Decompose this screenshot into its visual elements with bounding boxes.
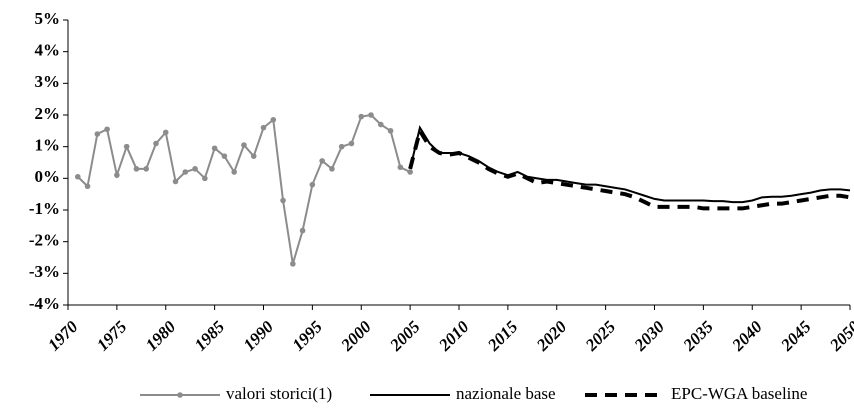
x-tick-label: 2050	[825, 317, 854, 356]
x-tick-label: 2035	[679, 317, 718, 356]
series-marker	[309, 181, 316, 188]
x-tick-label: 2040	[728, 317, 767, 356]
series-marker	[407, 169, 413, 175]
series-marker	[358, 113, 365, 120]
x-tick-label: 2025	[581, 317, 620, 356]
series-marker	[143, 166, 149, 172]
series-line	[77, 113, 411, 265]
series-marker	[368, 112, 374, 118]
series-marker	[211, 145, 218, 152]
series-marker	[114, 172, 120, 178]
series-marker	[299, 227, 306, 234]
series-marker	[290, 261, 296, 267]
series-marker	[172, 178, 179, 185]
legend-label: nazionale base	[456, 384, 556, 403]
series-marker	[319, 158, 325, 164]
x-tick-label: 2010	[434, 317, 473, 356]
series-marker	[241, 142, 247, 148]
series-marker	[104, 126, 110, 133]
x-tick-label: 2020	[532, 317, 571, 356]
x-tick-label: 2005	[386, 317, 425, 356]
series-marker	[270, 116, 277, 123]
x-tick-label: 1975	[93, 317, 131, 355]
series-marker	[84, 183, 91, 190]
legend-label: EPC-WGA baseline	[671, 384, 807, 403]
x-tick-label: 1990	[240, 317, 278, 355]
legend-label: valori storici(1)	[226, 384, 332, 403]
y-tick-label: -4%	[29, 294, 60, 313]
y-tick-label: -2%	[29, 231, 60, 250]
x-tick-label: 2045	[777, 317, 816, 356]
series-marker	[280, 197, 286, 204]
series-marker	[338, 143, 345, 150]
y-tick-label: 0%	[35, 167, 61, 186]
series-marker	[182, 169, 189, 175]
x-tick-label: 1995	[288, 317, 326, 355]
series-marker	[221, 153, 228, 159]
series-marker	[231, 169, 237, 175]
series-marker	[397, 164, 404, 171]
series-marker	[378, 121, 384, 128]
x-tick-label: 2030	[630, 317, 669, 356]
series-marker	[202, 175, 208, 182]
series-line	[409, 125, 851, 204]
y-tick-label: 5%	[35, 9, 61, 28]
series-marker	[348, 140, 355, 147]
series-marker	[123, 143, 130, 150]
series-marker	[94, 131, 101, 137]
series-marker	[162, 129, 169, 136]
y-tick-label: 2%	[35, 104, 61, 123]
x-tick-label: 1970	[44, 317, 82, 355]
series-marker	[387, 128, 394, 134]
y-tick-label: -3%	[29, 262, 60, 281]
x-tick-label: 2000	[337, 317, 376, 356]
series-marker	[133, 166, 140, 172]
series-marker	[329, 166, 335, 172]
series-marker	[192, 166, 198, 172]
legend-marker	[177, 392, 183, 398]
series-line	[408, 125, 851, 211]
x-tick-label: 2015	[483, 317, 522, 356]
y-tick-label: 4%	[35, 41, 61, 60]
y-tick-label: 1%	[35, 136, 61, 155]
y-tick-label: 3%	[35, 72, 61, 91]
series-marker	[260, 124, 267, 131]
y-tick-label: -1%	[29, 199, 60, 218]
series-marker	[250, 153, 257, 159]
series-marker	[74, 173, 81, 180]
series-marker	[153, 140, 159, 147]
x-tick-label: 1985	[191, 317, 229, 355]
x-tick-label: 1980	[142, 317, 180, 355]
